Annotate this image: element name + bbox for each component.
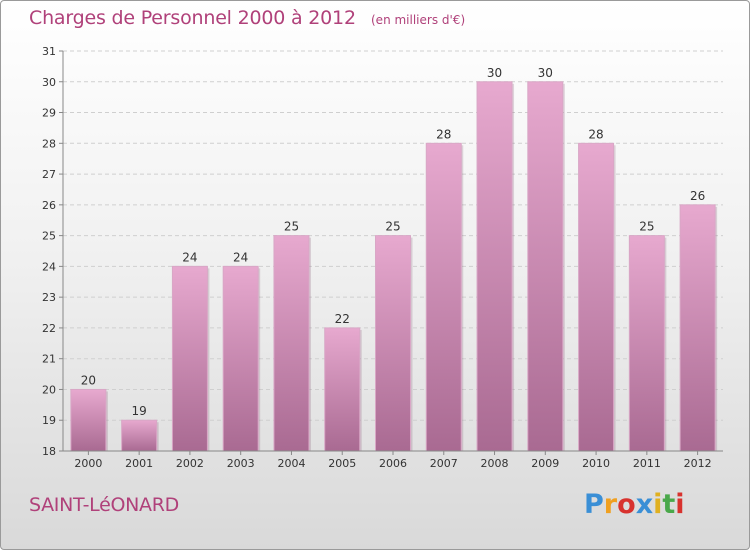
y-tick-label: 18 <box>42 445 56 458</box>
x-tick-label: 2003 <box>227 457 255 470</box>
x-tick-label: 2007 <box>430 457 458 470</box>
y-tick-label: 30 <box>42 76 56 89</box>
bar-value-label: 22 <box>335 312 350 326</box>
bar-value-label: 24 <box>182 250 197 264</box>
x-tick-label: 2008 <box>481 457 509 470</box>
x-tick-label: 2004 <box>277 457 305 470</box>
bar <box>628 235 665 452</box>
x-tick-label: 2000 <box>74 457 102 470</box>
axes: 18 19 20 21 22 23 24 25 26 27 28 29 30 31 2000 2001 2002… <box>42 45 723 470</box>
bar <box>222 265 259 452</box>
y-tick-label: 19 <box>42 414 56 427</box>
y-tick-label: 23 <box>42 291 56 304</box>
y-tick-label: 29 <box>42 107 56 120</box>
bar <box>375 235 411 452</box>
x-tick-label: 2011 <box>633 457 661 470</box>
bar-value-label: 25 <box>284 220 299 234</box>
x-tick-label: 2009 <box>531 457 559 470</box>
y-tick-label: 28 <box>42 137 56 150</box>
bar <box>121 419 158 452</box>
y-tick-label: 26 <box>42 199 56 212</box>
bar <box>425 142 462 452</box>
bar-value-label: 19 <box>132 404 147 418</box>
y-tick-label: 25 <box>42 230 56 243</box>
bar <box>324 327 361 452</box>
y-tick-label: 22 <box>42 322 56 335</box>
bar <box>171 265 208 452</box>
bar <box>527 81 564 452</box>
x-tick-label: 2002 <box>176 457 204 470</box>
y-tick-label: 27 <box>42 168 56 181</box>
bar-value-label: 20 <box>81 373 96 387</box>
bar <box>70 388 107 452</box>
x-tick-label: 2006 <box>379 457 407 470</box>
bar <box>679 204 716 452</box>
y-tick-label: 31 <box>42 45 56 58</box>
chart-unit: (en milliers d'€) <box>371 13 466 27</box>
bars: 20 19 24 24 25 22 25 28 30 30 28 25 26 <box>70 66 718 452</box>
bar-value-label: 24 <box>233 250 248 264</box>
bar-value-label: 30 <box>538 66 553 80</box>
bar <box>578 142 615 452</box>
bar-value-label: 30 <box>487 66 502 80</box>
chart-title: Charges de Personnel 2000 à 2012 <box>29 7 356 29</box>
bar <box>273 235 310 452</box>
logo-letter: i <box>653 489 663 520</box>
x-tick-label: 2001 <box>125 457 153 470</box>
y-tick-label: 20 <box>42 383 56 396</box>
bar-value-label: 28 <box>588 127 603 141</box>
y-tick-label: 21 <box>42 353 56 366</box>
bar-value-label: 25 <box>639 220 654 234</box>
y-tick-label: 24 <box>42 260 56 273</box>
bar <box>476 81 513 452</box>
x-tick-label: 2012 <box>684 457 712 470</box>
bar-value-label: 25 <box>385 220 400 234</box>
bar-value-label: 26 <box>690 189 705 203</box>
x-tick-label: 2005 <box>328 457 356 470</box>
logo-letter: r <box>603 489 618 520</box>
logo-letter: x <box>635 489 654 520</box>
logo-letter: P <box>584 489 604 520</box>
logo-letter: t <box>662 489 676 520</box>
logo-letter: i <box>675 489 685 520</box>
logo-letter: o <box>617 489 636 520</box>
place-name: SAINT-LéONARD <box>29 494 179 516</box>
bar-value-label: 28 <box>436 127 451 141</box>
x-tick-label: 2010 <box>582 457 610 470</box>
proxiti-logo: Proxiti <box>584 489 685 520</box>
